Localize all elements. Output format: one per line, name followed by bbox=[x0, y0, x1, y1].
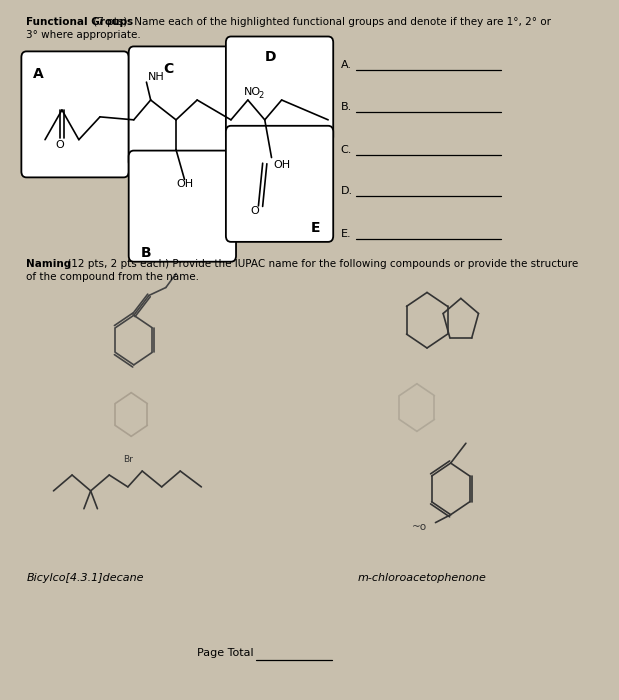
Text: OH: OH bbox=[176, 179, 193, 190]
FancyBboxPatch shape bbox=[129, 150, 236, 262]
Text: Functional Groups: Functional Groups bbox=[27, 17, 134, 27]
Text: A: A bbox=[33, 67, 44, 81]
Text: C.: C. bbox=[341, 145, 352, 155]
Text: D: D bbox=[265, 50, 276, 64]
Text: C: C bbox=[163, 62, 173, 76]
Text: 2: 2 bbox=[259, 91, 264, 100]
Text: D.: D. bbox=[341, 186, 353, 196]
Text: B.: B. bbox=[341, 102, 352, 112]
Text: B: B bbox=[141, 246, 151, 260]
FancyBboxPatch shape bbox=[226, 126, 333, 242]
FancyBboxPatch shape bbox=[22, 51, 129, 177]
FancyBboxPatch shape bbox=[129, 46, 236, 167]
Text: of the compound from the name.: of the compound from the name. bbox=[27, 272, 199, 281]
Text: E.: E. bbox=[341, 229, 352, 239]
Text: O: O bbox=[251, 206, 259, 216]
Text: (7 pts): Name each of the highlighted functional groups and denote if they are 1: (7 pts): Name each of the highlighted fu… bbox=[90, 17, 551, 27]
Text: (12 pts, 2 pts each) Provide the IUPAC name for the following compounds or provi: (12 pts, 2 pts each) Provide the IUPAC n… bbox=[64, 259, 578, 269]
Text: m-chloroacetophenone: m-chloroacetophenone bbox=[358, 573, 487, 583]
Text: NH: NH bbox=[148, 72, 165, 82]
Text: OH: OH bbox=[273, 160, 290, 169]
Text: ~o: ~o bbox=[412, 522, 427, 531]
Text: NO: NO bbox=[244, 87, 261, 97]
Text: E: E bbox=[311, 221, 321, 235]
Text: Page Total: Page Total bbox=[197, 648, 254, 657]
Text: Naming: Naming bbox=[27, 259, 72, 269]
Text: A.: A. bbox=[341, 60, 352, 70]
Text: Br: Br bbox=[123, 455, 133, 464]
Text: Bicylco[4.3.1]decane: Bicylco[4.3.1]decane bbox=[27, 573, 144, 583]
FancyBboxPatch shape bbox=[226, 36, 333, 143]
Text: O: O bbox=[55, 140, 64, 150]
Text: 3° where appropriate.: 3° where appropriate. bbox=[27, 29, 141, 40]
